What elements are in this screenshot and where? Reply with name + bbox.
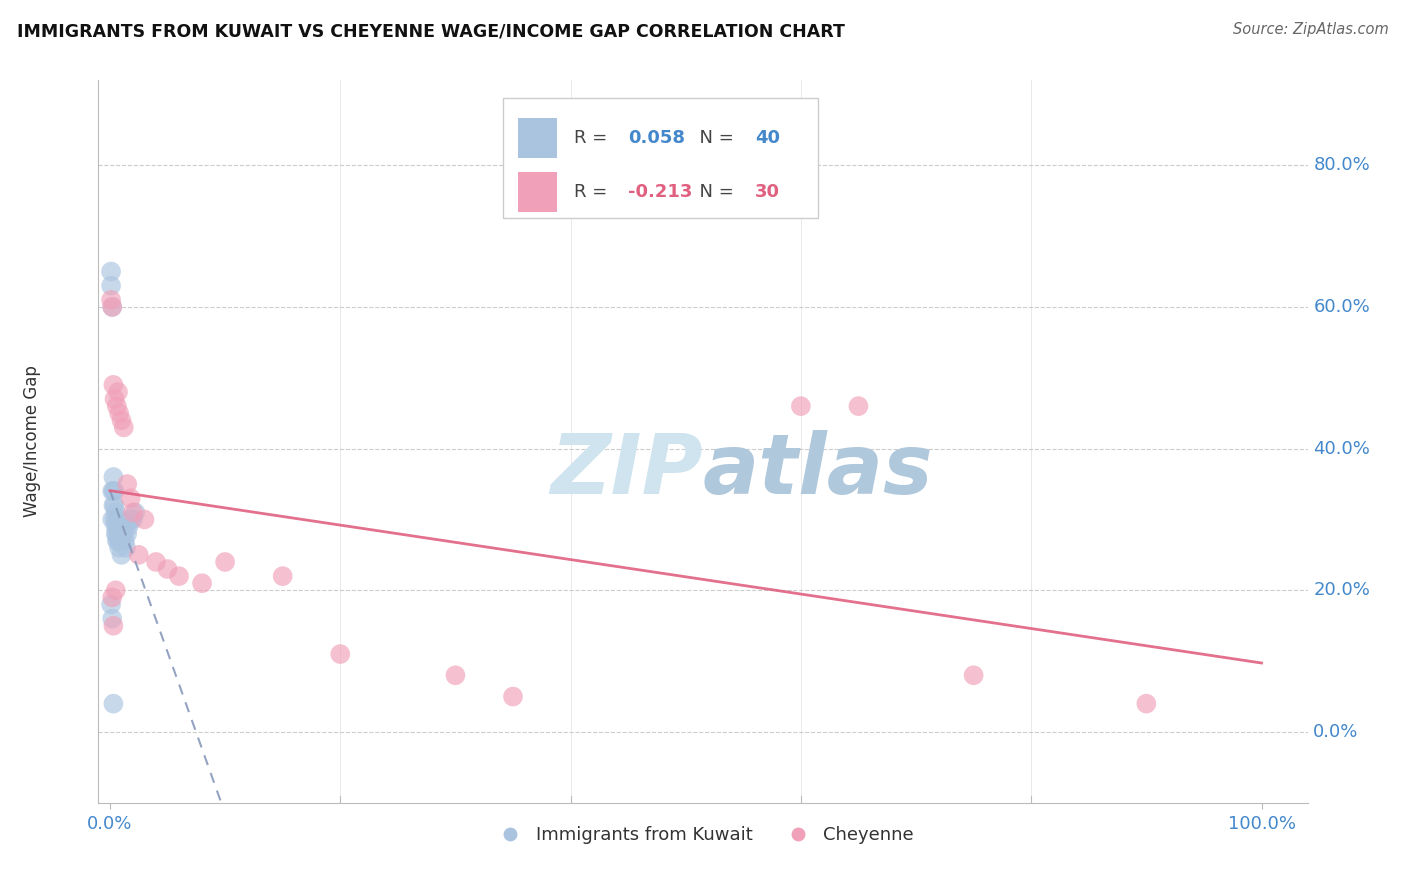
Text: 60.0%: 60.0% (1313, 298, 1369, 316)
Point (103, 377, 125, 392)
Point (128, 548, 150, 562)
Point (103, 392, 125, 406)
Point (110, 519, 132, 533)
Text: atlas: atlas (703, 430, 934, 511)
Point (108, 512, 131, 526)
Point (100, 264, 122, 278)
Text: -0.213: -0.213 (628, 183, 692, 202)
Point (790, 399, 813, 413)
Point (111, 526, 134, 541)
Point (114, 533, 136, 548)
Text: 80.0%: 80.0% (1313, 156, 1369, 174)
Text: ZIP: ZIP (550, 430, 703, 511)
Point (115, 477, 138, 491)
Point (101, 484, 124, 499)
Point (502, 690, 524, 704)
Point (112, 420, 135, 434)
Point (110, 413, 132, 427)
Point (112, 526, 135, 541)
Point (103, 697, 125, 711)
Point (110, 519, 132, 533)
Text: Source: ZipAtlas.com: Source: ZipAtlas.com (1233, 22, 1389, 37)
Text: 0.0%: 0.0% (1313, 723, 1358, 741)
Point (104, 505, 127, 519)
Point (101, 300, 124, 314)
Point (124, 505, 146, 519)
Point (101, 512, 124, 526)
Text: N =: N = (689, 183, 740, 202)
Text: R =: R = (574, 183, 613, 202)
Point (103, 484, 125, 499)
Point (103, 484, 125, 499)
Point (103, 618, 125, 632)
Point (100, 598, 122, 612)
Point (145, 555, 167, 569)
Point (167, 569, 190, 583)
Point (105, 399, 128, 413)
Point (104, 583, 127, 598)
Point (156, 562, 179, 576)
Point (108, 526, 131, 541)
Point (105, 512, 128, 526)
Point (115, 526, 138, 541)
Point (122, 505, 145, 519)
Point (103, 470, 125, 484)
Text: 30: 30 (755, 183, 780, 202)
Text: 20.0%: 20.0% (1313, 582, 1371, 599)
Point (110, 548, 132, 562)
FancyBboxPatch shape (503, 98, 818, 218)
Point (104, 519, 127, 533)
Point (1135, 697, 1157, 711)
FancyBboxPatch shape (517, 119, 557, 158)
Text: IMMIGRANTS FROM KUWAIT VS CHEYENNE WAGE/INCOME GAP CORRELATION CHART: IMMIGRANTS FROM KUWAIT VS CHEYENNE WAGE/… (17, 22, 845, 40)
Point (110, 533, 132, 548)
Point (962, 668, 984, 682)
Point (444, 668, 467, 682)
Point (114, 519, 136, 533)
Point (101, 612, 124, 626)
Point (122, 512, 145, 526)
Point (104, 526, 127, 541)
Point (103, 512, 125, 526)
Point (271, 569, 294, 583)
Point (108, 541, 131, 555)
Point (107, 384, 129, 399)
Text: N =: N = (689, 129, 740, 147)
Point (329, 647, 352, 661)
Point (214, 555, 236, 569)
Point (110, 533, 132, 548)
Point (105, 526, 128, 541)
Text: Wage/Income Gap: Wage/Income Gap (22, 366, 41, 517)
Text: 40: 40 (755, 129, 780, 147)
Point (848, 399, 870, 413)
Point (191, 576, 214, 591)
Text: 40.0%: 40.0% (1313, 440, 1371, 458)
Point (103, 498, 125, 512)
Point (101, 300, 124, 314)
Legend: Immigrants from Kuwait, Cheyenne: Immigrants from Kuwait, Cheyenne (485, 819, 921, 852)
Point (120, 512, 142, 526)
Point (134, 512, 156, 526)
Point (103, 498, 125, 512)
Point (101, 591, 124, 605)
Point (115, 541, 138, 555)
Point (107, 519, 129, 533)
Text: 0.058: 0.058 (628, 129, 685, 147)
Point (108, 406, 131, 420)
FancyBboxPatch shape (517, 172, 557, 212)
Point (117, 519, 139, 533)
Text: R =: R = (574, 129, 613, 147)
Point (107, 533, 129, 548)
Point (100, 293, 122, 307)
Point (120, 491, 142, 506)
Point (105, 533, 128, 548)
Point (100, 278, 122, 293)
